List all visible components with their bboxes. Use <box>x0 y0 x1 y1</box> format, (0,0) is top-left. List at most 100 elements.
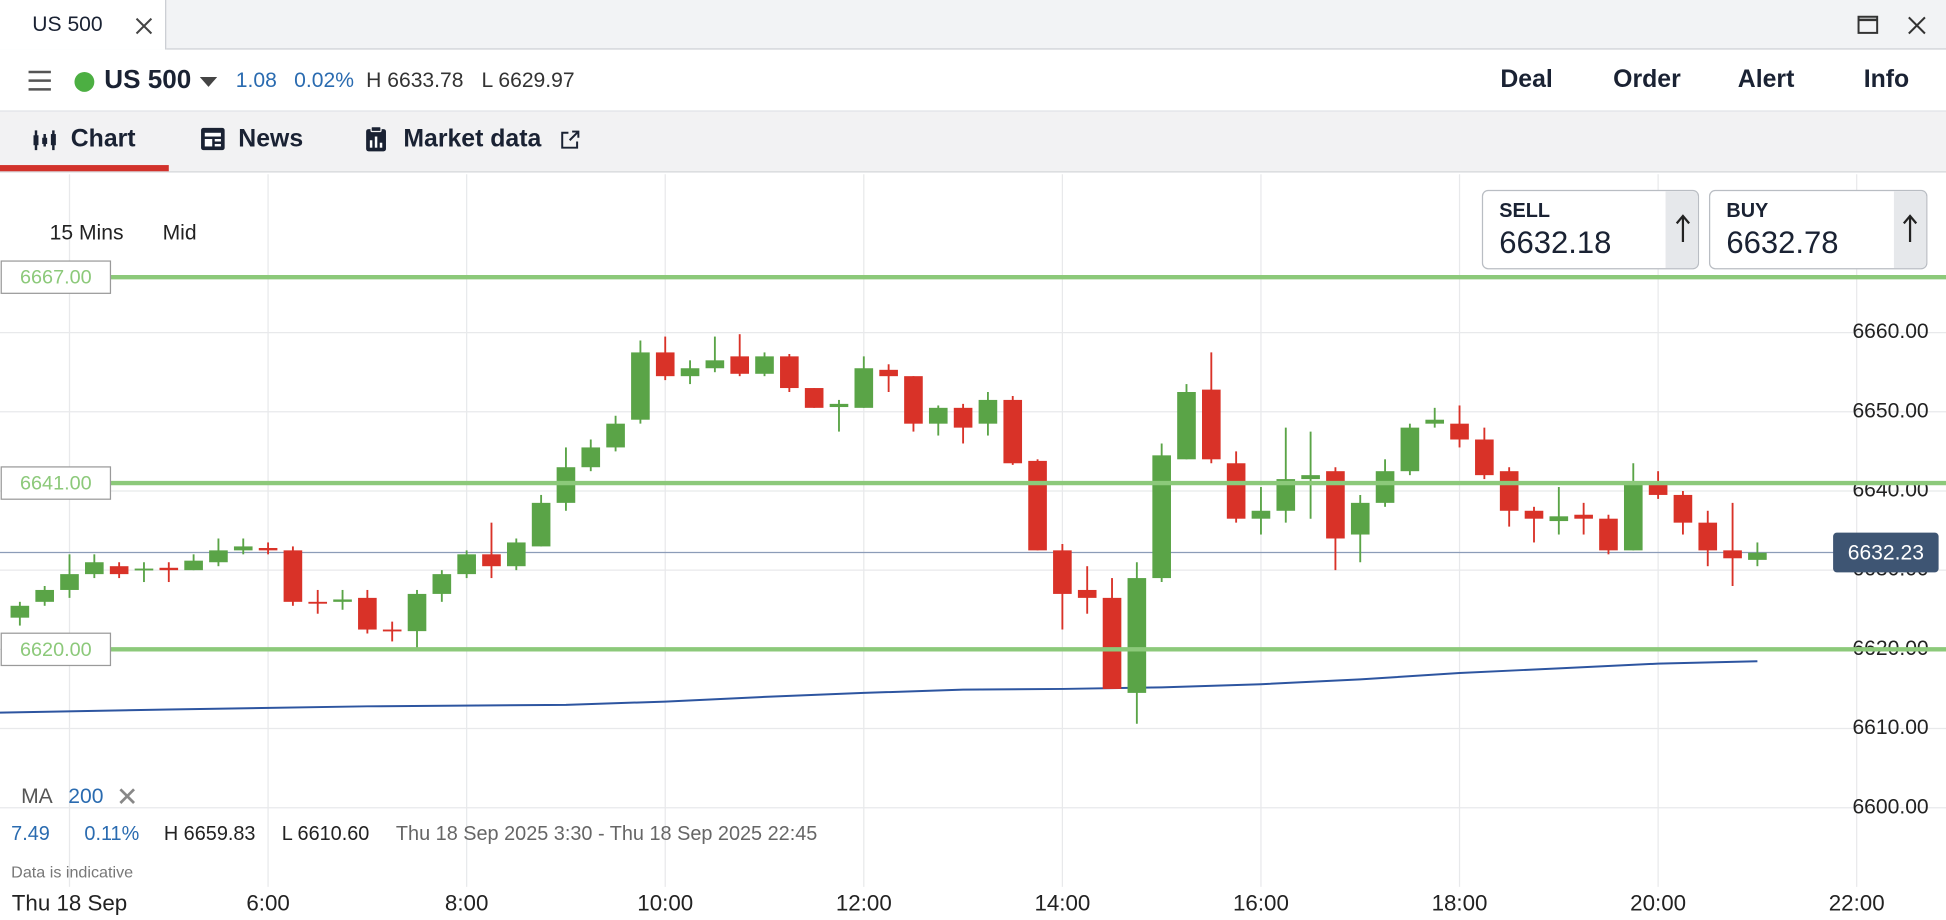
buy-price: 6632.78 <box>1726 225 1839 261</box>
menu-icon[interactable] <box>27 70 52 92</box>
candle-body <box>258 547 278 551</box>
indicator-name: MA <box>21 784 53 808</box>
tab-chart[interactable]: Chart <box>70 125 136 153</box>
disclaimer: Data is indicative <box>11 862 134 882</box>
candle-body <box>60 574 79 590</box>
price-level-box <box>0 260 112 294</box>
price-level-label: 6667.00 <box>20 267 92 289</box>
candle-body <box>159 567 179 571</box>
window-tab[interactable] <box>0 0 167 50</box>
interval-selector[interactable]: 15 Mins <box>49 220 124 245</box>
candle-body <box>1599 518 1618 551</box>
candle-body <box>10 605 30 618</box>
market-data-tab-icon <box>366 125 386 152</box>
tab-market-data[interactable]: Market data <box>403 125 542 153</box>
candle-body <box>1102 597 1122 689</box>
indicator-period[interactable]: 200 <box>68 784 104 808</box>
sell-button[interactable] <box>1481 189 1700 270</box>
action-deal[interactable]: Deal <box>1500 65 1553 94</box>
candle-body <box>904 376 923 424</box>
x-tick-label: 10:00 <box>637 891 693 916</box>
buy-button[interactable] <box>1708 189 1928 270</box>
indicator-remove-icon[interactable] <box>119 788 136 804</box>
price-level-label: 6641.00 <box>20 473 92 495</box>
candle-body <box>854 368 874 408</box>
candle-body <box>358 597 377 630</box>
candle-body <box>1400 427 1420 472</box>
candle-body <box>1053 550 1072 594</box>
price-type-selector[interactable]: Mid <box>162 220 197 245</box>
range-high: H 6659.83 <box>163 824 256 846</box>
y-tick-label: 6660.00 <box>1852 320 1928 343</box>
candle-body <box>581 447 601 468</box>
action-info[interactable]: Info <box>1863 65 1910 94</box>
x-tick-label: 6:00 <box>246 891 289 916</box>
external-link-icon[interactable] <box>560 129 581 150</box>
x-tick-label: 14:00 <box>1034 891 1090 916</box>
sell-arrow-icon <box>1675 214 1690 243</box>
candle-body <box>1748 552 1767 560</box>
candle-body <box>184 560 203 571</box>
session-low: L 6629.97 <box>481 68 575 92</box>
candle-body <box>1723 550 1742 559</box>
candle-body <box>1450 423 1469 440</box>
candle-body <box>1623 484 1643 551</box>
x-tick-label: Thu 18 Sep <box>12 891 127 916</box>
y-tick-label: 6610.00 <box>1852 716 1928 739</box>
candle-body <box>1152 455 1171 579</box>
action-order[interactable]: Order <box>1613 65 1681 94</box>
candle-body <box>1425 419 1445 424</box>
price-level-box <box>0 632 112 667</box>
candle-body <box>705 360 725 369</box>
candle-body <box>1077 589 1097 598</box>
candle-body <box>1177 392 1196 460</box>
candle-body <box>1375 471 1395 503</box>
tab-news[interactable]: News <box>238 125 304 153</box>
candle-body <box>209 550 228 563</box>
news-tab-icon <box>201 127 225 151</box>
candle-body <box>1028 460 1047 551</box>
x-tick-label: 12:00 <box>836 891 892 916</box>
candle-body <box>631 352 650 420</box>
candle-body <box>953 407 973 428</box>
buy-label: BUY <box>1726 201 1769 223</box>
candle-body <box>1326 471 1345 539</box>
candle-body <box>1648 484 1668 495</box>
tab-close-icon[interactable] <box>134 16 154 36</box>
candle-body <box>35 589 54 602</box>
window-tab-title: US 500 <box>32 12 103 36</box>
candle-body <box>109 566 129 575</box>
x-tick-label: 16:00 <box>1233 891 1289 916</box>
dropdown-caret[interactable] <box>199 76 218 88</box>
view-tabs <box>0 111 1946 173</box>
candle-body <box>1499 471 1519 511</box>
maximize-icon[interactable] <box>1857 15 1879 35</box>
candle-body <box>407 593 427 632</box>
price-level-box <box>0 466 112 500</box>
instrument-header <box>0 49 1946 112</box>
x-tick-label: 8:00 <box>445 891 488 916</box>
session-high: H 6633.78 <box>366 68 464 92</box>
change: 1.08 <box>235 68 277 92</box>
candle-body <box>506 542 526 567</box>
window-close-icon[interactable] <box>1906 15 1927 36</box>
candle-body <box>1574 514 1593 519</box>
candle-body <box>780 356 799 389</box>
candle-body <box>655 352 675 377</box>
instrument-name[interactable]: US 500 <box>104 65 192 95</box>
action-alert[interactable]: Alert <box>1737 65 1795 94</box>
active-tab-underline <box>0 165 169 172</box>
candle-body <box>978 399 998 424</box>
current-price-label: 6632.23 <box>1848 541 1924 564</box>
candle-body <box>1003 399 1023 464</box>
candle-body <box>1301 475 1320 480</box>
sell-label: SELL <box>1499 201 1550 223</box>
candle-body <box>730 356 750 374</box>
window-tab-bar <box>0 0 1946 50</box>
range-change: 7.49 <box>11 824 50 846</box>
candle-body <box>1350 502 1370 535</box>
range-low: L 6610.60 <box>281 824 370 846</box>
change-percent: 0.02% <box>294 68 354 92</box>
y-tick-label: 6650.00 <box>1852 399 1928 422</box>
